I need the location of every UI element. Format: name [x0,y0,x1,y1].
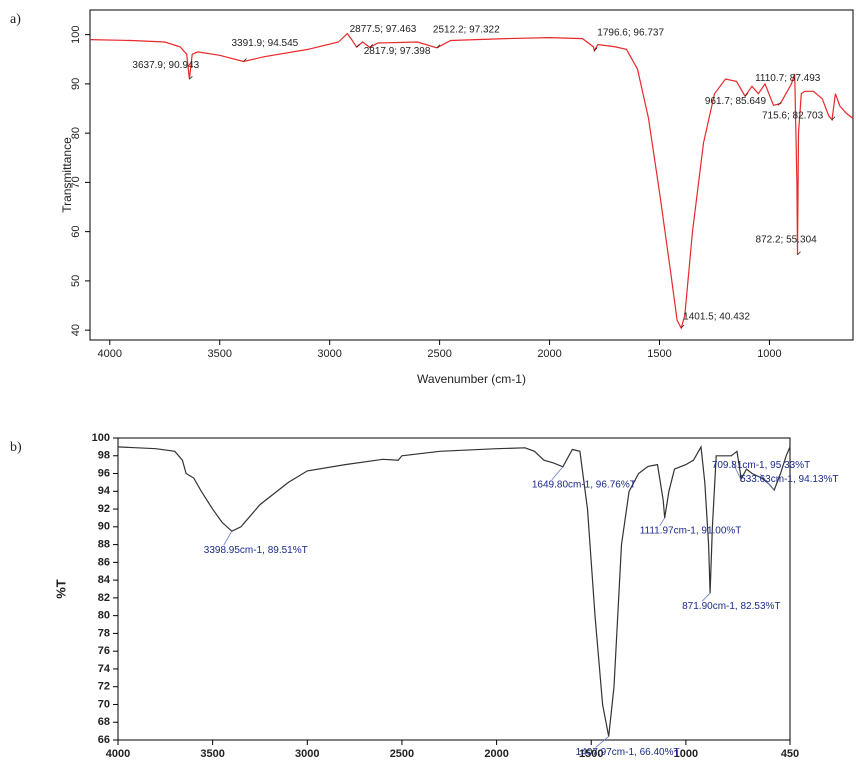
y-tick-label: 60 [70,226,82,238]
y-tick-label: 94 [98,485,111,497]
x-tick-label: 4000 [106,748,130,760]
annotation-label: 709.81cm-1, 95.33%T [712,460,810,471]
x-tick-label: 1500 [647,348,671,360]
x-tick-label: 2500 [427,348,451,360]
plot-frame [89,9,854,341]
x-tick-label: 4000 [98,348,122,360]
y-tick-label: 78 [98,627,110,639]
annotation-label: 872.2; 55.304 [756,234,818,245]
x-tick-label: 1500 [579,748,603,760]
x-tick-label: 1000 [757,348,781,360]
y-tick-label: 70 [98,698,110,710]
y-tick-label: 82 [98,592,110,604]
x-tick-label: 2000 [484,748,508,760]
x-tick-label: 3000 [317,348,341,360]
annotation-leader [595,736,609,748]
x-tick-label: 3500 [200,748,224,760]
x-tick-label: 3500 [207,348,231,360]
spectrum-line [117,444,791,737]
y-tick-label: 96 [98,467,110,479]
y-axis-label: Transmittance [60,137,74,213]
y-tick-label: 98 [98,450,110,462]
annotation-label: 1649.80cm-1, 96.76%T [532,479,636,490]
x-tick-label: 2000 [537,348,561,360]
annotation-label: 961.7; 85.649 [705,96,767,107]
annotation-label: 2877.5; 97.463 [350,24,417,35]
panel-label: b) [10,440,22,455]
annotation-tick [744,92,749,97]
annotation-leader [759,473,775,491]
annotation-tick [797,251,801,256]
spectrum-line [89,32,854,330]
y-tick-label: 100 [70,25,82,43]
annotation-label: 1110.7; 87.493 [755,73,821,84]
annotation-tick [243,58,247,62]
x-tick-label: 1000 [674,748,698,760]
annotation-tick [369,44,373,48]
x-tick-label: 3000 [295,748,319,760]
annotation-leader [701,592,711,602]
annotation-label: 1796.6; 96.737 [597,27,664,38]
annotation-leader [223,530,233,546]
y-axis-label: %T [53,579,68,599]
y-tick-label: 72 [98,681,110,693]
annotation-leader [659,517,666,527]
y-tick-label: 74 [98,663,111,675]
y-tick-label: 40 [70,324,82,336]
annotation-label: 2512.2; 97.322 [433,24,500,35]
annotation-tick [436,44,441,49]
y-tick-label: 50 [70,275,82,287]
y-tick-label: 70 [70,176,82,188]
y-tick-label: 88 [98,538,110,550]
annotation-tick [680,324,685,329]
annotation-label: 871.90cm-1, 82.53%T [682,601,780,612]
annotation-label: 533.63cm-1, 94.13%T [740,474,838,485]
y-tick-label: 92 [98,503,110,515]
annotation-label: 715.6; 82.703 [762,110,824,121]
annotation-label: 3391.9; 94.545 [232,38,299,49]
annotation-tick [831,116,836,121]
y-tick-label: 80 [98,610,110,622]
y-tick-label: 90 [98,521,110,533]
y-tick-label: 68 [98,716,110,728]
annotation-tick [356,43,360,48]
annotation-leader [551,466,564,481]
x-axis-label: Wavenumber (cm-1) [417,372,526,386]
y-tick-label: 86 [98,556,110,568]
annotation-label: 1111.97cm-1, 91.00%T [640,526,742,537]
x-tick-label: 2500 [390,748,414,760]
annotation-label: 1407.97cm-1, 66.40%T [576,747,680,758]
y-tick-label: 66 [98,734,110,746]
annotation-label: 2817.9; 97.398 [364,46,431,57]
plot-frame [117,437,791,741]
y-tick-label: 90 [70,78,82,90]
annotation-label: 3398.95cm-1, 89.51%T [204,545,308,556]
annotation-tick [594,47,598,51]
annotation-label: 3637.9; 90.943 [132,60,199,71]
y-tick-label: 84 [98,574,111,586]
y-tick-label: 76 [98,645,110,657]
annotation-tick [777,102,782,106]
annotation-label: 1401.5; 40.432 [683,312,750,323]
annotation-leader [731,460,742,480]
x-tick-label: 450 [781,748,799,760]
panel-label: a) [10,12,21,27]
annotation-tick [189,75,193,80]
y-tick-label: 80 [70,127,82,139]
y-tick-label: 100 [92,432,110,444]
